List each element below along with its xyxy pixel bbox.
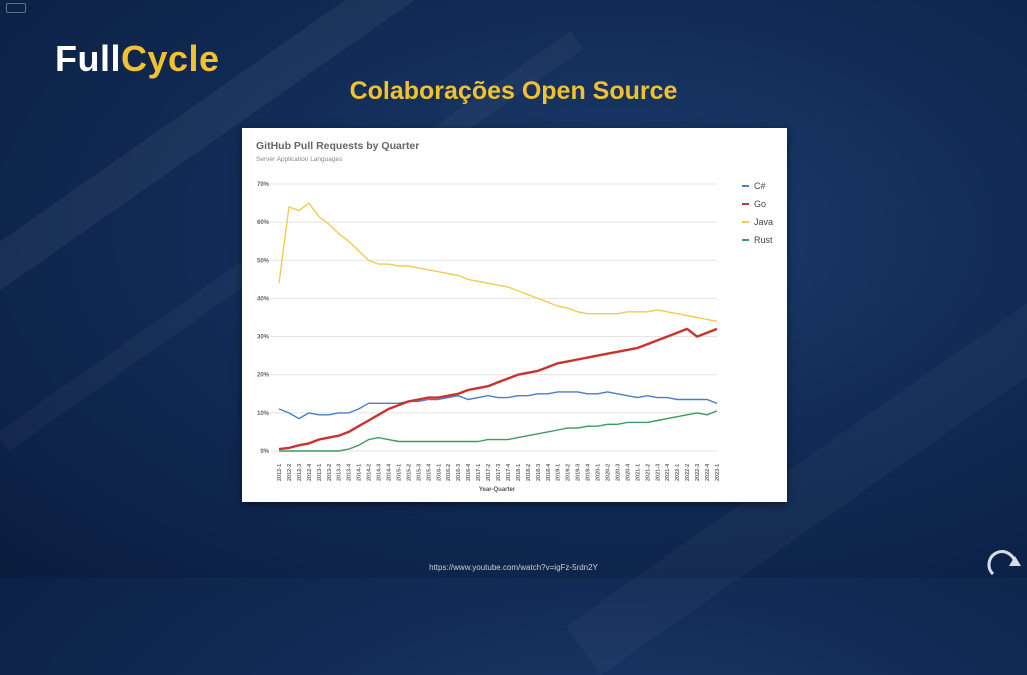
x-tick-label: 2015-2 (406, 464, 412, 481)
x-tick-label: 2023-1 (715, 464, 721, 481)
legend-label: Rust (754, 235, 773, 245)
logo-text-full: Full (55, 38, 121, 79)
chart-legend: C# Go Java Rust (742, 180, 782, 252)
x-tick-label: 2016-3 (456, 464, 462, 481)
x-tick-label: 2021-2 (645, 464, 651, 481)
x-tick-label: 2022-1 (675, 464, 681, 481)
slide-title: Colaborações Open Source (349, 77, 678, 105)
chart-subtitle: Server Application Languages (256, 156, 343, 163)
x-tick-label: 2022-3 (695, 464, 701, 481)
legend-item: C# (742, 180, 782, 198)
x-tick-label: 2013-4 (347, 463, 353, 481)
line-chart: 0% 10% 20% 30% 40% 50% 60% 70% 2012-1 2012-2 2012-… (257, 182, 721, 481)
x-tick-label: 2012-2 (287, 464, 293, 481)
legend-item: Rust (742, 234, 782, 252)
x-tick-label: 2020-2 (606, 464, 612, 481)
x-axis-title: Year-Quarter (478, 487, 516, 493)
x-tick-label: 2021-4 (665, 463, 671, 481)
legend-label: Java (754, 217, 774, 227)
x-tick-label: 2017-4 (506, 463, 512, 481)
y-tick-label: 20% (257, 373, 270, 379)
y-tick-label: 10% (257, 411, 270, 417)
x-tick-label: 2013-3 (337, 464, 343, 481)
x-tick-label: 2012-4 (307, 463, 313, 481)
x-tick-label: 2019-2 (566, 464, 572, 481)
y-tick-label: 60% (257, 220, 270, 226)
x-tick-label: 2018-3 (536, 464, 542, 481)
series-line-rust (279, 410, 718, 452)
x-tick-label: 2022-2 (685, 464, 691, 481)
x-tick-label: 2020-4 (625, 463, 631, 481)
y-tick-label: 0% (260, 449, 269, 455)
x-tick-label: 2014-1 (357, 464, 363, 481)
legend-label: C# (754, 181, 766, 191)
legend-item: Go (742, 198, 782, 216)
chart-title: GitHub Pull Requests by Quarter (256, 140, 420, 152)
y-tick-label: 50% (257, 258, 270, 264)
legend-swatch (742, 239, 749, 241)
x-tick-label: 2013-1 (317, 464, 323, 481)
fullcycle-logo: FullCycle (55, 38, 220, 80)
x-tick-label: 2020-1 (596, 464, 602, 481)
x-tick-label: 2021-1 (635, 464, 641, 481)
x-tick-label: 2017-2 (486, 464, 492, 481)
x-tick-label: 2014-3 (377, 464, 383, 481)
y-tick-label: 70% (257, 182, 270, 188)
x-tick-label: 2012-1 (277, 464, 283, 481)
x-tick-label: 2015-1 (396, 464, 402, 481)
series-line-csharp (278, 391, 718, 420)
x-tick-label: 2019-4 (586, 463, 592, 481)
logo-text-cycle: Cycle (120, 38, 220, 79)
legend-label: Go (754, 199, 767, 209)
y-tick-label: 30% (257, 335, 270, 341)
x-tick-label: 2016-2 (446, 464, 452, 481)
legend-item: Java (742, 216, 782, 234)
x-tick-label: 2013-2 (327, 464, 333, 481)
x-tick-label: 2018-4 (546, 463, 552, 481)
x-tick-label: 2018-2 (526, 464, 532, 481)
x-tick-label: 2019-3 (576, 464, 582, 481)
series-line-java (278, 202, 718, 322)
x-tick-label: 2017-3 (496, 464, 502, 481)
replay-icon[interactable] (985, 546, 1023, 578)
x-tick-label: 2017-1 (476, 464, 482, 481)
chart-card: 0% 10% 20% 30% 40% 50% 60% 70% 2012-1 2012-2 2012-… (242, 128, 787, 502)
x-tick-label: 2014-4 (387, 463, 393, 481)
corner-tag (6, 3, 26, 13)
y-tick-label: 40% (257, 296, 270, 302)
x-tick-label: 2015-3 (416, 464, 422, 481)
series-line-go (278, 327, 718, 451)
legend-swatch (742, 203, 749, 205)
x-tick-label: 2018-1 (516, 464, 522, 481)
x-tick-label: 2015-4 (426, 463, 432, 481)
x-tick-label: 2021-3 (655, 464, 661, 481)
legend-swatch (742, 221, 749, 223)
x-tick-label: 2012-3 (297, 464, 303, 481)
x-tick-label: 2022-4 (705, 463, 711, 481)
x-tick-label: 2016-4 (466, 463, 472, 481)
x-tick-label: 2019-1 (556, 464, 562, 481)
x-tick-label: 2014-2 (367, 464, 373, 481)
legend-swatch (742, 185, 749, 187)
source-url: https://www.youtube.com/watch?v=igFz-5rd… (429, 563, 598, 572)
x-tick-label: 2020-3 (615, 464, 621, 481)
x-tick-label: 2016-1 (436, 464, 442, 481)
